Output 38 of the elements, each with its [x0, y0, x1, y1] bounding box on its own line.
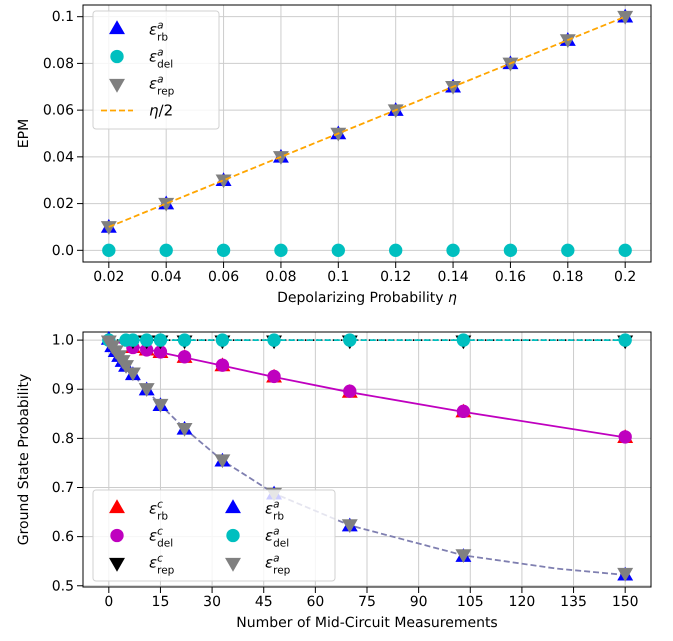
x-tick-label: 0.14: [437, 268, 469, 285]
y-tick-label: 0.0: [52, 242, 74, 259]
x-tick-label: 0: [104, 594, 114, 610]
y-tick-label: 1.0: [52, 332, 74, 349]
x-tick-label: 0.2: [614, 268, 636, 285]
x-axis-title: Number of Mid-Circuit Measurements: [236, 615, 498, 631]
x-tick-label: 0.16: [494, 268, 526, 285]
x-tick-label: 15: [152, 594, 170, 610]
x-tick-label: 75: [358, 594, 376, 610]
y-tick-label: 0.9: [52, 382, 74, 398]
y-tick-label: 0.06: [42, 102, 74, 119]
x-tick-label: 0.02: [93, 268, 124, 285]
x-tick-label: 90: [410, 594, 428, 610]
x-tick-label: 0.08: [265, 268, 297, 285]
y-tick-label: 0.02: [42, 196, 74, 212]
y-tick-label: 0.7: [52, 480, 74, 496]
y-axis-title: EPM: [16, 118, 32, 148]
y-tick-label: 0.8: [52, 430, 74, 447]
y-tick-label: 0.5: [52, 578, 74, 594]
x-tick-label: 0.12: [380, 268, 412, 285]
y-axis-title: Ground State Probability: [16, 374, 32, 546]
x-tick-label: 135: [560, 594, 587, 610]
x-tick-label: 0.04: [150, 268, 182, 285]
x-tick-label: 120: [508, 594, 536, 610]
y-tick-label: 0.04: [42, 149, 74, 166]
legend-label: η/2: [149, 102, 174, 120]
x-axis-title: Depolarizing Probability η: [277, 290, 457, 306]
x-tick-label: 105: [456, 594, 484, 610]
x-tick-label: 60: [306, 594, 324, 610]
x-tick-label: 0.18: [552, 268, 584, 285]
y-tick-label: 0.6: [52, 529, 74, 546]
x-tick-label: 45: [254, 594, 273, 610]
y-tick-label: 0.08: [42, 56, 74, 72]
x-tick-label: 150: [612, 594, 639, 610]
x-tick-label: 30: [203, 594, 222, 610]
y-tick-label: 0.1: [52, 9, 74, 26]
x-tick-label: 0.1: [327, 268, 350, 285]
x-tick-label: 0.06: [208, 268, 240, 285]
